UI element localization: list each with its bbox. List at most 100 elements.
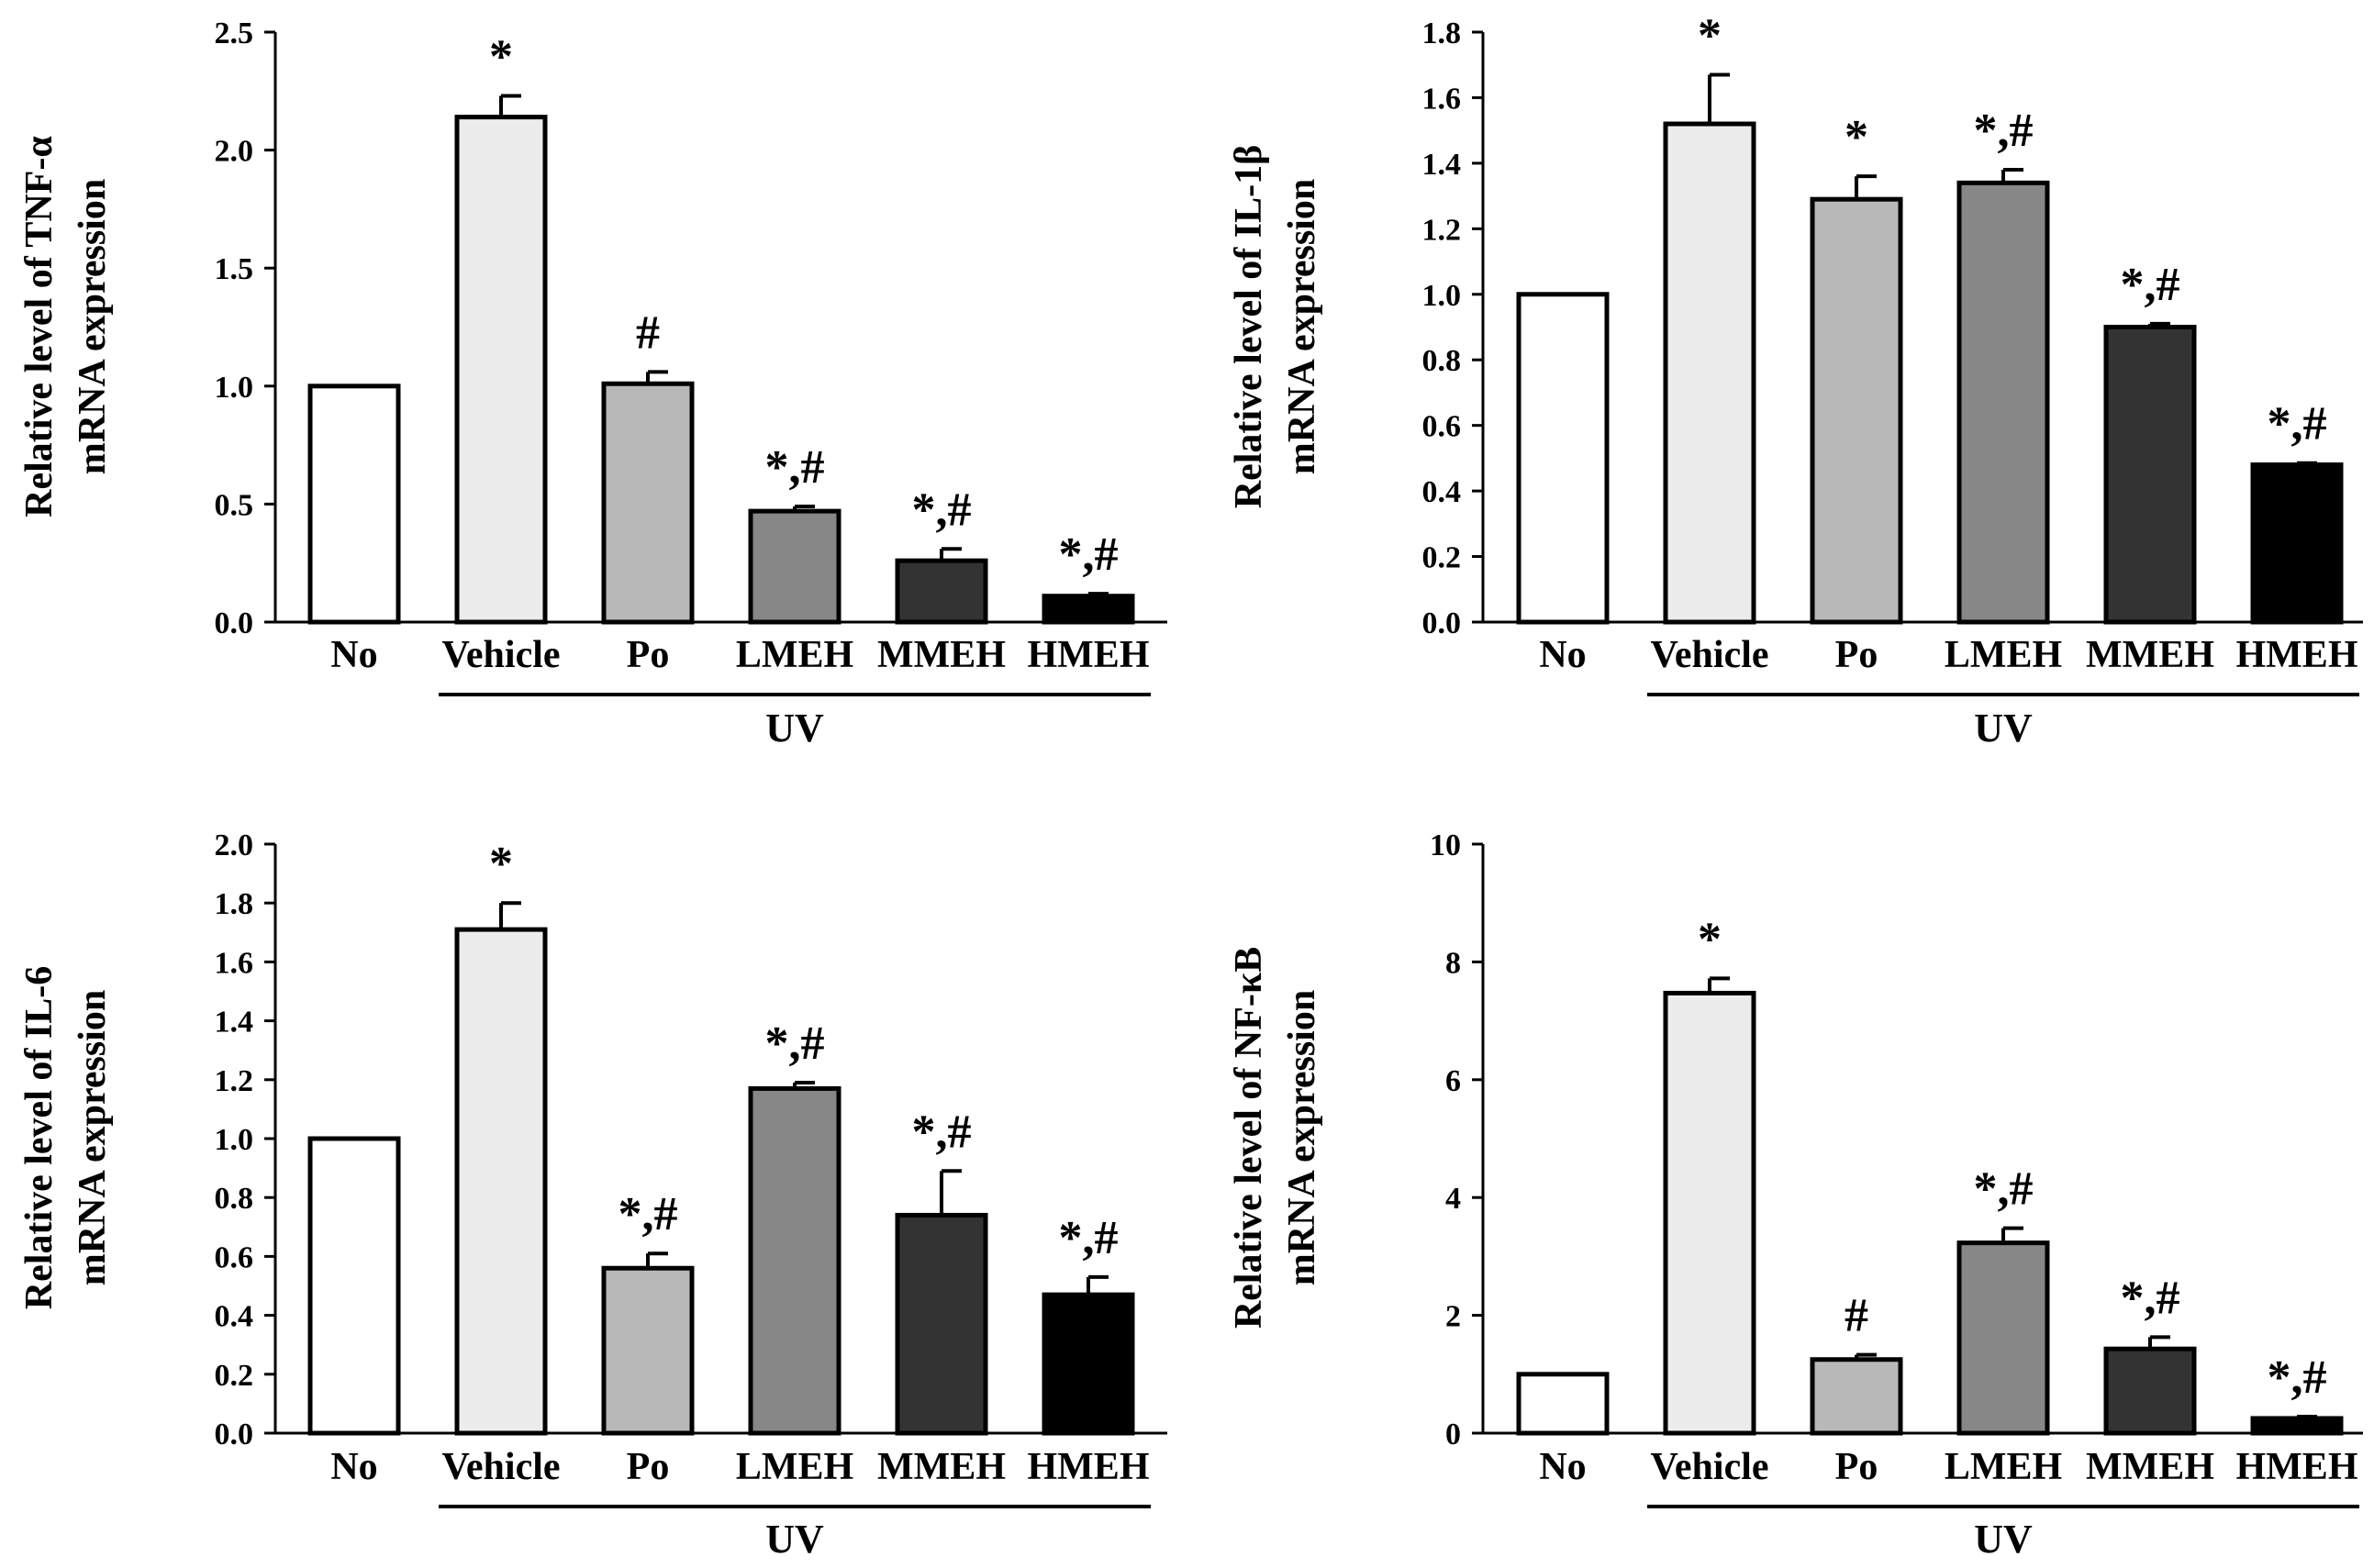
category-label: HMEH <box>1028 1446 1150 1488</box>
significance-mark: *,# <box>2121 259 2180 311</box>
y-tick-label: 1.6 <box>1422 82 1462 116</box>
category-label: Po <box>627 634 670 676</box>
y-axis-label: Relative level of IL-1β mRNA expression <box>1228 145 1323 509</box>
bar-no <box>1516 292 1610 625</box>
bar-hmeh <box>2250 1416 2344 1436</box>
category-label: Po <box>1835 634 1878 676</box>
category-label: Vehicle <box>1650 634 1768 676</box>
y-tick-label: 0.8 <box>1422 344 1462 378</box>
significance-mark: *,# <box>1974 105 2034 157</box>
category-label: No <box>1539 1446 1586 1488</box>
bar-hmeh <box>1042 594 1135 625</box>
significance-mark: * <box>1698 913 1722 965</box>
y-tick-label: 1.4 <box>215 1006 254 1040</box>
category-label: LMEH <box>736 1446 853 1488</box>
significance-mark: *,# <box>765 441 825 494</box>
y-tick-label: 0.6 <box>1422 410 1462 444</box>
bar-hmeh <box>1042 1292 1135 1436</box>
category-label: MMEH <box>2086 1446 2214 1488</box>
significance-mark: * <box>489 838 513 890</box>
bar-no <box>307 384 401 625</box>
y-axis-label-line: Relative level of IL-1β <box>1228 145 1270 509</box>
category-label: No <box>330 1446 377 1488</box>
y-tick-label: 0.2 <box>215 1359 254 1393</box>
y-tick-label: 0.4 <box>1422 475 1462 509</box>
y-axis-label-line: Relative level of TNF-α <box>18 136 61 517</box>
category-label: No <box>1539 634 1586 676</box>
y-tick-label: 2.0 <box>215 135 254 169</box>
y-tick-label: 0.4 <box>215 1300 254 1334</box>
significance-mark: *,# <box>912 484 972 536</box>
y-tick-label: 2.5 <box>215 17 254 50</box>
y-tick-label: 0.0 <box>1422 606 1462 640</box>
y-tick-label: 1.4 <box>1422 148 1462 182</box>
y-tick-label: 0.5 <box>215 488 254 522</box>
category-label: HMEH <box>1028 634 1150 676</box>
significance-mark: *,# <box>765 1018 825 1070</box>
category-label: Po <box>1835 1446 1878 1488</box>
y-axis-label: Relative level of TNF-α mRNA expression <box>18 136 114 517</box>
y-tick-label: 1.2 <box>1422 213 1462 247</box>
y-tick-label: 1.0 <box>1422 279 1462 313</box>
bar-lmeh <box>1956 1240 2050 1436</box>
y-axis-label-line: Relative level of NF-κB <box>1228 947 1270 1329</box>
chart-panel-1: 0.0 0.5 1.0 1.5 2.0 2.5 Relative level of TNF-… <box>18 17 1167 751</box>
bar-po <box>601 381 695 625</box>
bar-no <box>307 1136 401 1436</box>
bar-vehicle <box>1663 990 1756 1436</box>
group-label-uv: UV <box>765 706 824 751</box>
bar-vehicle <box>454 927 548 1436</box>
bar-no <box>1516 1372 1610 1436</box>
category-label: Po <box>627 1446 670 1488</box>
bar-hmeh <box>2250 462 2344 625</box>
y-tick-label: 10 <box>1430 828 1461 862</box>
chart-panel-4: 0 2 4 6 8 10 Relative level of NF-κB mRNA expre… <box>1228 828 2363 1562</box>
y-tick-label: 1.2 <box>215 1064 254 1098</box>
y-axis-label-line: mRNA expression <box>72 179 114 474</box>
significance-mark: # <box>636 306 660 359</box>
category-label: LMEH <box>736 634 853 676</box>
y-tick-label: 2 <box>1445 1300 1461 1334</box>
bar-po <box>1810 1357 1903 1436</box>
bar-po <box>601 1265 695 1436</box>
y-axis-label-line: mRNA expression <box>1281 990 1323 1285</box>
significance-mark: * <box>1845 111 1868 163</box>
y-axis-label: Relative level of IL-6 mRNA expression <box>18 966 114 1309</box>
significance-mark: * <box>489 30 513 83</box>
y-tick-label: 4 <box>1445 1182 1461 1216</box>
significance-mark: *,# <box>2268 1351 2327 1404</box>
bar-mmeh <box>2103 325 2197 625</box>
y-tick-label: 0.0 <box>215 606 254 640</box>
bar-po <box>1810 196 1903 625</box>
category-label: MMEH <box>877 634 1006 676</box>
significance-mark: *,# <box>912 1106 972 1158</box>
bar-mmeh <box>2103 1346 2197 1436</box>
y-tick-label: 2.0 <box>215 828 254 862</box>
y-tick-label: 1.8 <box>215 887 254 921</box>
category-label: LMEH <box>1945 1446 2062 1488</box>
category-label: Vehicle <box>1650 1446 1768 1488</box>
significance-mark: *,# <box>2268 398 2327 450</box>
bar-vehicle <box>454 115 548 625</box>
y-tick-label: 6 <box>1445 1064 1461 1098</box>
significance-mark: *,# <box>1059 528 1119 581</box>
group-label-uv: UV <box>1974 1517 2033 1562</box>
category-label: HMEH <box>2236 634 2358 676</box>
category-label: HMEH <box>2236 1446 2358 1488</box>
y-tick-label: 1.0 <box>215 371 254 405</box>
bar-lmeh <box>1956 180 2050 625</box>
y-tick-label: 0 <box>1445 1418 1461 1451</box>
y-tick-label: 0.6 <box>215 1240 254 1274</box>
y-tick-label: 0.8 <box>215 1182 254 1216</box>
bar-lmeh <box>748 1085 841 1436</box>
category-label: Vehicle <box>441 634 560 676</box>
y-tick-label: 1.0 <box>215 1123 254 1157</box>
y-tick-label: 1.8 <box>1422 17 1462 50</box>
category-label: LMEH <box>1945 634 2062 676</box>
chart-panel-3: 0.0 0.2 0.4 0.6 0.8 1.0 1.2 1.4 1.6 1.8 2.0 Relativ… <box>18 828 1167 1562</box>
y-tick-label: 8 <box>1445 946 1461 980</box>
y-tick-label: 1.6 <box>215 946 254 980</box>
y-axis-label: Relative level of NF-κB mRNA expression <box>1228 947 1323 1329</box>
category-label: No <box>330 634 377 676</box>
